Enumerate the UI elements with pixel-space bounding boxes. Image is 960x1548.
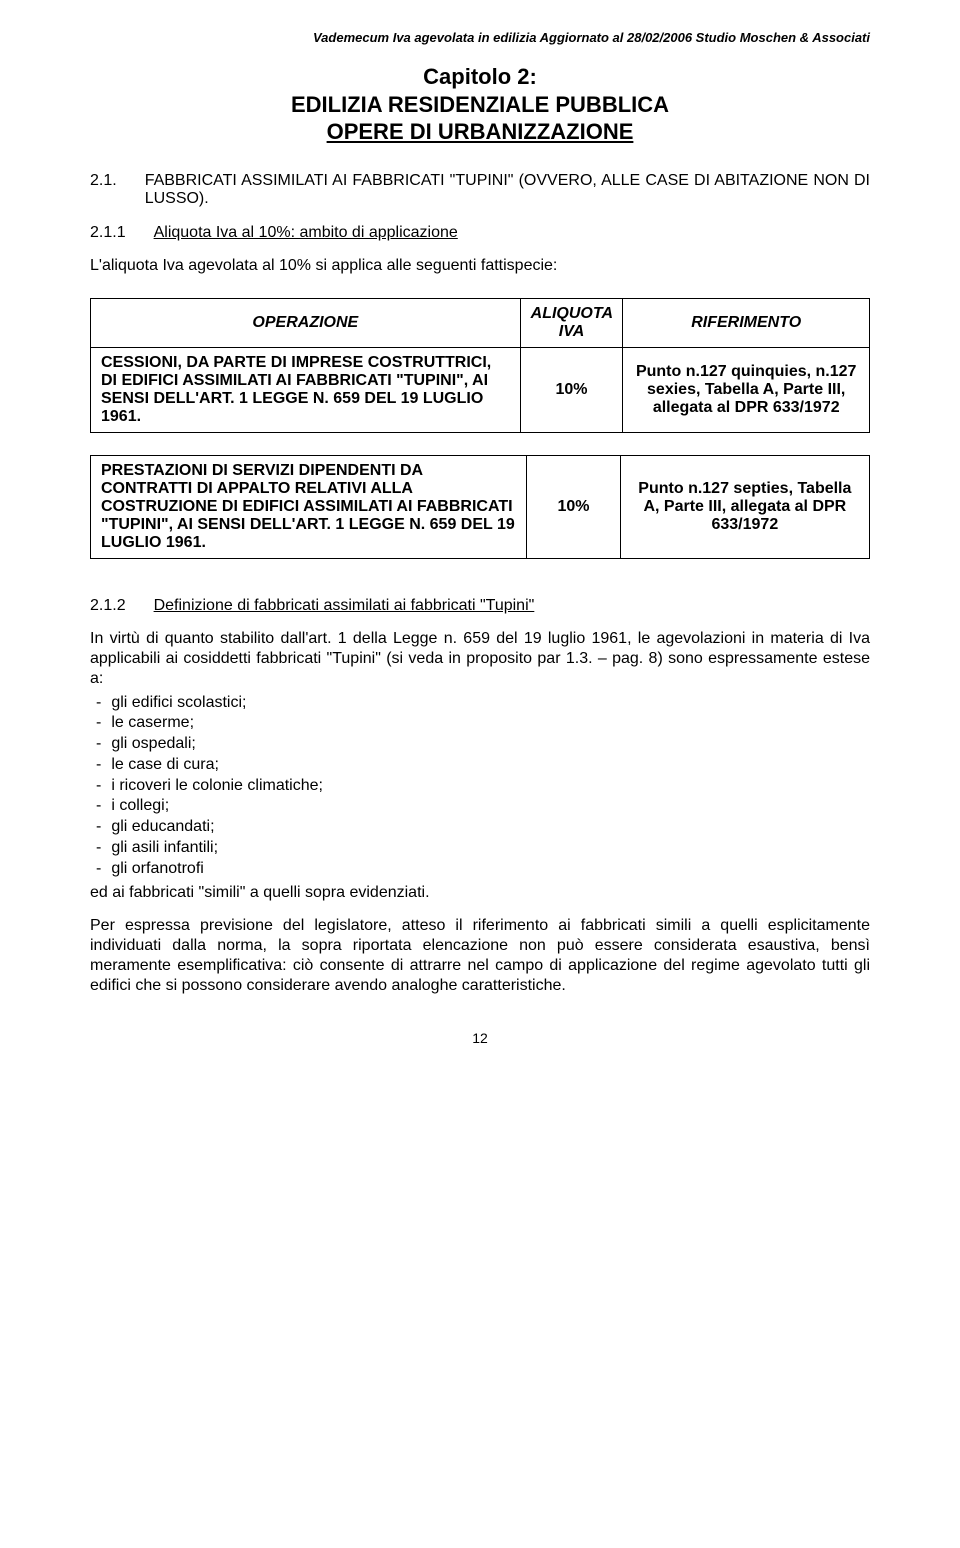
chapter-line3-underlined: OPERE DI URBANIZZAZIONE: [327, 119, 634, 144]
subsection-number: 2.1.2: [90, 597, 126, 615]
dash-icon: -: [96, 859, 101, 880]
list-item: -i collegi;: [90, 796, 870, 817]
list-item: -gli asili infantili;: [90, 838, 870, 859]
page-header: Vademecum Iva agevolata in edilizia Aggi…: [90, 30, 870, 45]
cell-iva: 10%: [527, 455, 620, 558]
dash-icon: -: [96, 796, 101, 817]
closing-line-212: ed ai fabbricati "simili" a quelli sopra…: [90, 884, 870, 902]
dash-icon: -: [96, 776, 101, 797]
chapter-line3: OPERE DI URBANIZZAZIONE: [90, 118, 870, 146]
list-item: -gli ospedali;: [90, 734, 870, 755]
list-item-text: gli orfanotrofi: [111, 859, 204, 880]
subsection-title: Aliquota Iva al 10%: ambito di applicazi…: [154, 224, 458, 242]
cell-operazione: PRESTAZIONI DI SERVIZI DIPENDENTI DA CON…: [91, 455, 527, 558]
th-operazione: OPERAZIONE: [91, 298, 521, 347]
intro-paragraph-211: L'aliquota Iva agevolata al 10% si appli…: [90, 256, 870, 276]
cell-riferimento: Punto n.127 quinquies, n.127 sexies, Tab…: [623, 347, 870, 432]
chapter-line2: EDILIZIA RESIDENZIALE PUBBLICA: [90, 91, 870, 119]
dash-icon: -: [96, 693, 101, 714]
table-row: PRESTAZIONI DI SERVIZI DIPENDENTI DA CON…: [91, 455, 870, 558]
list-item-text: le case di cura;: [111, 755, 219, 776]
list-item-text: gli edifici scolastici;: [111, 693, 246, 714]
table-1: OPERAZIONE ALIQUOTA IVA RIFERIMENTO CESS…: [90, 298, 870, 433]
list-item: -gli edifici scolastici;: [90, 693, 870, 714]
list-item-text: gli educandati;: [111, 817, 214, 838]
list-item: -i ricoveri le colonie climatiche;: [90, 776, 870, 797]
cell-operazione: CESSIONI, DA PARTE DI IMPRESE COSTRUTTRI…: [91, 347, 521, 432]
section-2-1-heading: 2.1. FABBRICATI ASSIMILATI AI FABBRICATI…: [90, 172, 870, 208]
dash-icon: -: [96, 817, 101, 838]
section-number: 2.1.: [90, 172, 117, 208]
dash-icon: -: [96, 734, 101, 755]
paragraph-212: In virtù di quanto stabilito dall'art. 1…: [90, 629, 870, 689]
section-title: FABBRICATI ASSIMILATI AI FABBRICATI "TUP…: [145, 172, 870, 208]
list-item-text: le caserme;: [111, 713, 194, 734]
subsection-title: Definizione di fabbricati assimilati ai …: [154, 597, 535, 615]
list-item: -le caserme;: [90, 713, 870, 734]
th-riferimento: RIFERIMENTO: [623, 298, 870, 347]
list-item: -gli orfanotrofi: [90, 859, 870, 880]
cell-riferimento: Punto n.127 septies, Tabella A, Parte II…: [620, 455, 869, 558]
final-paragraph: Per espressa previsione del legislatore,…: [90, 916, 870, 996]
dash-icon: -: [96, 755, 101, 776]
bullet-list-212: -gli edifici scolastici; -le caserme; -g…: [90, 693, 870, 880]
chapter-line1: Capitolo 2:: [90, 63, 870, 91]
table-2: PRESTAZIONI DI SERVIZI DIPENDENTI DA CON…: [90, 455, 870, 559]
dash-icon: -: [96, 838, 101, 859]
chapter-heading: Capitolo 2: EDILIZIA RESIDENZIALE PUBBLI…: [90, 63, 870, 146]
list-item-text: gli asili infantili;: [111, 838, 218, 859]
subsection-2-1-2-heading: 2.1.2 Definizione di fabbricati assimila…: [90, 597, 870, 615]
dash-icon: -: [96, 713, 101, 734]
page-number: 12: [90, 1030, 870, 1046]
list-item: -le case di cura;: [90, 755, 870, 776]
list-item-text: i collegi;: [111, 796, 169, 817]
subsection-number: 2.1.1: [90, 224, 126, 242]
table-row: CESSIONI, DA PARTE DI IMPRESE COSTRUTTRI…: [91, 347, 870, 432]
list-item-text: gli ospedali;: [111, 734, 196, 755]
list-item: -gli educandati;: [90, 817, 870, 838]
cell-iva: 10%: [520, 347, 623, 432]
list-item-text: i ricoveri le colonie climatiche;: [111, 776, 323, 797]
th-aliquota-iva: ALIQUOTA IVA: [520, 298, 623, 347]
subsection-2-1-1-heading: 2.1.1 Aliquota Iva al 10%: ambito di app…: [90, 224, 870, 242]
table-header-row: OPERAZIONE ALIQUOTA IVA RIFERIMENTO: [91, 298, 870, 347]
